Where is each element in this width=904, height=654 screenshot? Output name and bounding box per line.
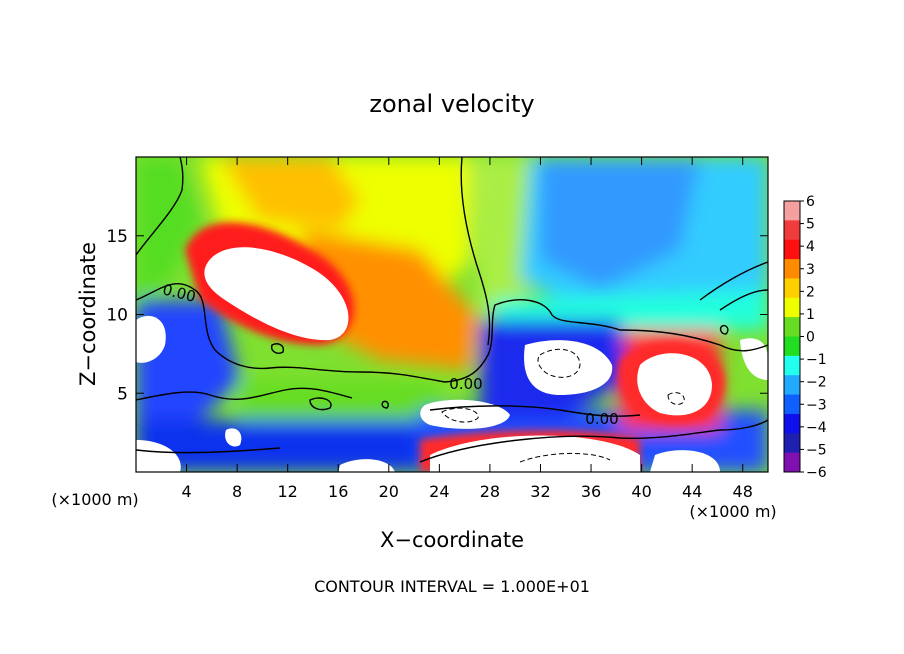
x-tick-label: 44 <box>682 482 702 501</box>
x-unit-left: (×1000 m) <box>51 490 138 509</box>
colorbar-segment <box>784 336 800 357</box>
contour-label-2: 0.00 <box>449 375 482 393</box>
x-tick-label: 8 <box>232 482 242 501</box>
colorbar-tick-label: −4 <box>806 420 827 436</box>
colorbar-segment <box>784 433 800 454</box>
colorbar-segment <box>784 239 800 260</box>
colorbar-tick-label: 6 <box>806 194 815 210</box>
x-tick-label: 48 <box>733 482 753 501</box>
y-axis: 5 10 15 <box>106 227 768 404</box>
colorbar-segment <box>784 220 800 241</box>
colorbar-tick-label: 0 <box>806 330 815 346</box>
x-tick-label: 32 <box>530 482 550 501</box>
dashed-contours <box>441 348 685 463</box>
x-tick-label: 40 <box>631 482 651 501</box>
colorbar-segment <box>784 201 800 221</box>
colorbar-tick-label: 4 <box>806 239 815 255</box>
x-axis: 4 8 12 16 20 24 28 32 36 40 44 48 <box>181 157 753 501</box>
colorbar-tick-label: 1 <box>806 307 815 323</box>
x-tick-label: 20 <box>379 482 399 501</box>
colorbar-tick-label: −2 <box>806 375 827 391</box>
x-tick-label: 16 <box>328 482 348 501</box>
chart-title: zonal velocity <box>369 90 534 118</box>
contour-label-group: 0.00 0.00 0.00 <box>161 280 619 428</box>
colorbar-segment <box>784 278 800 299</box>
contour-interval-footer: CONTOUR INTERVAL = 1.000E+01 <box>314 577 590 596</box>
y-tick-label: 5 <box>117 384 128 404</box>
colorbar-tick-label: 5 <box>806 217 815 233</box>
colorbar-tick-label: −6 <box>806 465 827 481</box>
y-axis-label: Z−coordinate <box>76 242 100 386</box>
x-tick-label: 12 <box>278 482 298 501</box>
heatmap-field <box>136 157 768 472</box>
colorbar-tick-label: −3 <box>806 397 827 413</box>
colorbar-tick-label: −5 <box>806 442 827 458</box>
x-tick-label: 28 <box>480 482 500 501</box>
x-axis-label: X−coordinate <box>380 528 524 552</box>
colorbar-segment <box>784 452 800 473</box>
colorbar-segment <box>784 413 800 434</box>
x-tick-label: 4 <box>181 482 191 501</box>
y-tick-label: 10 <box>106 306 128 326</box>
contour-lines <box>136 157 768 463</box>
colorbar-segment <box>784 297 800 318</box>
colorbar-segment <box>784 394 800 415</box>
colorbar-segment <box>784 317 800 337</box>
colorbar-segment <box>784 355 800 376</box>
contour-label-3: 0.00 <box>585 410 618 428</box>
colorbar: 6 5 4 3 2 1 0 −1 −2 −3 −4 −5 −6 <box>783 194 827 481</box>
x-unit-right: (×1000 m) <box>689 502 776 521</box>
colorbar-segment <box>784 259 800 279</box>
colorbar-tick-label: 3 <box>806 262 815 278</box>
colorbar-tick-label: 2 <box>806 284 815 300</box>
y-tick-label: 15 <box>106 227 128 247</box>
x-tick-label: 24 <box>429 482 449 501</box>
colorbar-segment <box>784 375 800 396</box>
colorbar-tick-label: −1 <box>806 352 827 368</box>
x-tick-label: 36 <box>581 482 601 501</box>
